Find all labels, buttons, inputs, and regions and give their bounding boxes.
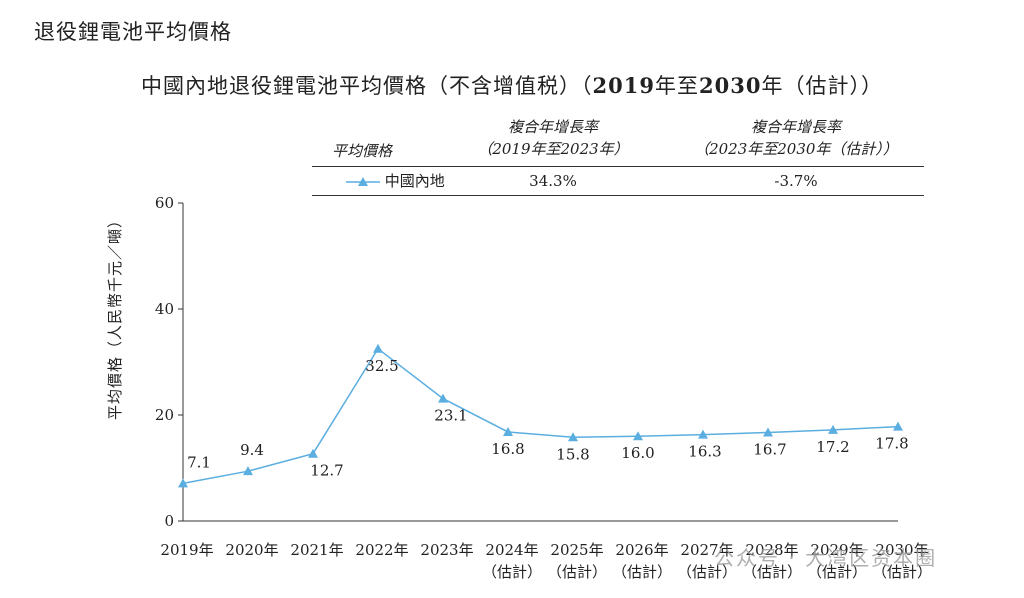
data-label: 9.4 bbox=[240, 441, 264, 459]
x-tick-sublabel: （估計） bbox=[742, 563, 802, 581]
data-point bbox=[633, 431, 643, 441]
x-tick-sublabel: （估計） bbox=[872, 563, 932, 581]
series-line bbox=[182, 347, 899, 485]
x-tick-label: 2029年 bbox=[810, 541, 863, 559]
cagr-header-period1: 複合年增長率 （2019年至2023年） bbox=[477, 118, 629, 158]
x-tick-label: 2026年 bbox=[615, 541, 668, 559]
data-point bbox=[178, 478, 188, 488]
data-point bbox=[698, 429, 708, 439]
cagr-value-2: -3.7% bbox=[774, 172, 818, 190]
y-tick-label: 20 bbox=[155, 406, 174, 424]
x-tick-label: 2024年 bbox=[485, 541, 538, 559]
data-point bbox=[373, 343, 383, 353]
cagr-table-row: 中國內地 34.3% -3.7% bbox=[312, 167, 924, 196]
x-tick-sublabel: （估計） bbox=[547, 563, 607, 581]
data-label: 7.1 bbox=[187, 453, 211, 471]
x-tick-label: 2030年 bbox=[875, 541, 928, 559]
data-point bbox=[763, 427, 773, 437]
data-label: 32.5 bbox=[365, 357, 398, 375]
cagr-table-header: 平均價格 複合年增長率 （2019年至2023年） 複合年增長率 （2023年至… bbox=[312, 114, 924, 167]
legend-label: 中國內地 bbox=[384, 172, 445, 190]
x-tick-sublabel: （估計） bbox=[482, 563, 542, 581]
chart-title: 中國內地退役鋰電池平均價格（不含增值税）（2019年至2030年（估計）） bbox=[141, 73, 883, 98]
data-label: 15.8 bbox=[556, 445, 589, 463]
data-label: 16.3 bbox=[688, 443, 721, 461]
data-point bbox=[828, 424, 838, 434]
data-point bbox=[308, 448, 318, 458]
cagr-table: 平均價格 複合年增長率 （2019年至2023年） 複合年增長率 （2023年至… bbox=[312, 114, 924, 196]
data-point bbox=[568, 432, 578, 442]
data-label: 16.8 bbox=[491, 440, 524, 458]
x-tick-label: 2020年 bbox=[225, 541, 278, 559]
data-point bbox=[243, 466, 253, 476]
data-label: 17.8 bbox=[875, 435, 908, 453]
data-label: 12.7 bbox=[310, 462, 343, 480]
watermark: 公众号 · 大湾区资本圈 bbox=[714, 546, 938, 570]
page-heading: 退役鋰電池平均價格 bbox=[34, 20, 232, 44]
x-tick-sublabel: （估計） bbox=[677, 563, 737, 581]
y-tick-label: 40 bbox=[155, 300, 174, 318]
legend-triangle-icon bbox=[346, 177, 380, 186]
x-tick-label: 2021年 bbox=[290, 541, 343, 559]
data-label: 16.7 bbox=[753, 440, 786, 458]
y-tick-label: 0 bbox=[164, 512, 174, 530]
cagr-value-1: 34.3% bbox=[529, 172, 577, 190]
x-tick-label: 2027年 bbox=[680, 541, 733, 559]
x-tick-label: 2028年 bbox=[745, 541, 798, 559]
data-point bbox=[503, 426, 513, 436]
data-label: 17.2 bbox=[816, 438, 849, 456]
data-label: 23.1 bbox=[434, 407, 467, 425]
x-tick-sublabel: （估計） bbox=[612, 563, 672, 581]
legend-entry: 中國內地 bbox=[346, 171, 445, 191]
data-point bbox=[438, 393, 448, 403]
x-tick-label: 2022年 bbox=[355, 541, 408, 559]
cagr-header-period2: 複合年增長率 （2023年至2030年（估計）） bbox=[694, 118, 898, 158]
data-label: 16.0 bbox=[621, 444, 654, 462]
data-point bbox=[893, 421, 903, 431]
x-tick-label: 2025年 bbox=[550, 541, 603, 559]
cagr-header-price: 平均價格 bbox=[332, 142, 393, 160]
x-tick-label: 2019年 bbox=[160, 541, 213, 559]
x-tick-label: 2023年 bbox=[420, 541, 473, 559]
y-tick-label: 60 bbox=[155, 194, 174, 212]
x-tick-sublabel: （估計） bbox=[807, 563, 867, 581]
